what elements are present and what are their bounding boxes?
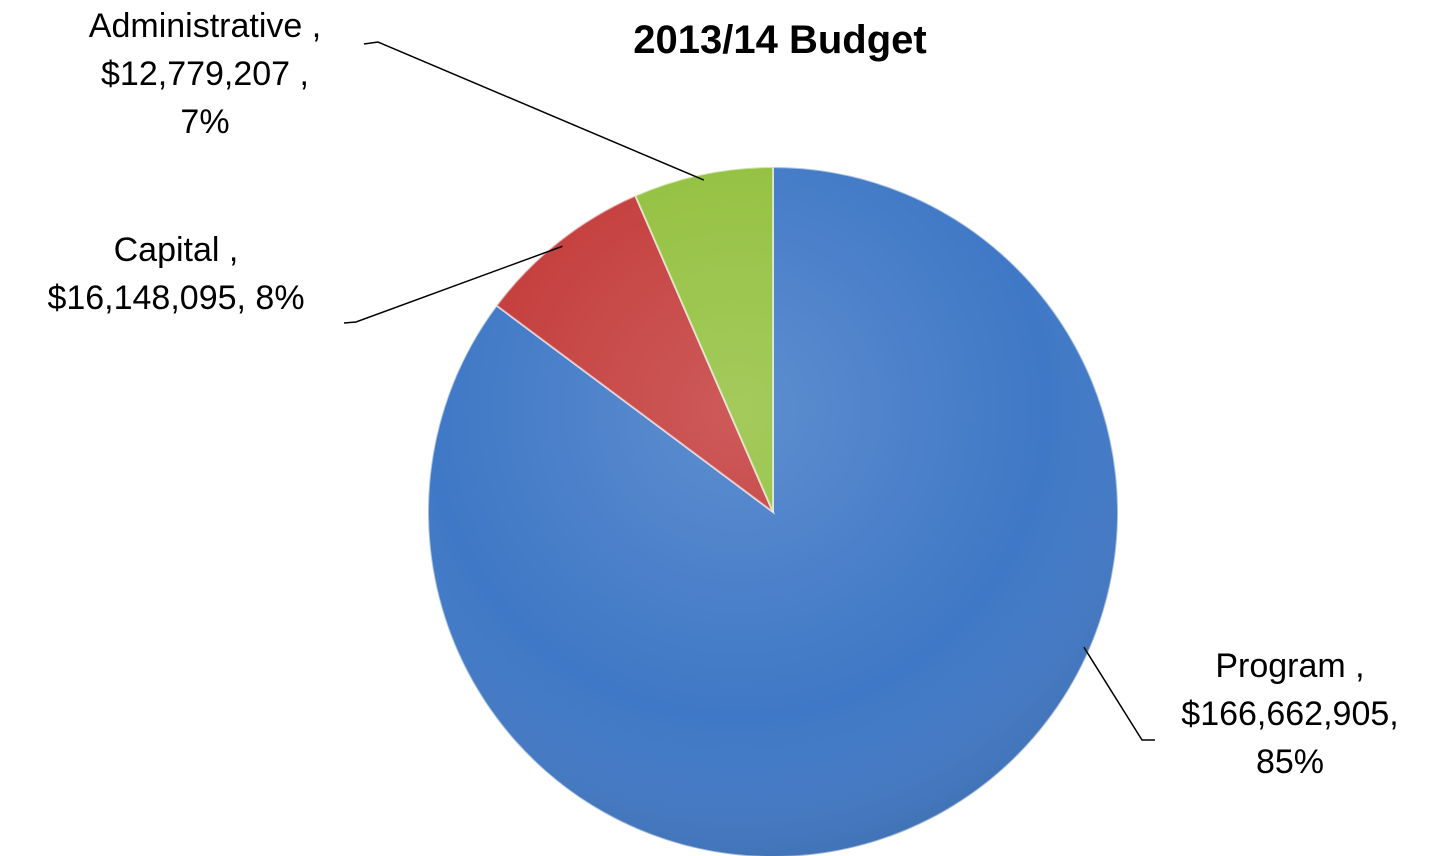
pie-slices [427, 165, 1119, 856]
data-label-program-line-1: Program , [1215, 647, 1365, 685]
data-label-administrative-line-2: $12,779,207 , [101, 55, 309, 93]
data-label-administrative-line-1: Administrative , [88, 7, 322, 45]
data-label-capital-line-1: Capital , [113, 231, 239, 269]
data-label-administrative-line-3: 7% [180, 103, 230, 141]
data-label-program-line-3: 85% [1255, 743, 1325, 781]
data-label-capital-line-2: $16,148,095, 8% [47, 279, 305, 317]
leader-line-administrative [363, 41, 705, 181]
data-label-program-line-2: $166,662,905, [1181, 695, 1399, 733]
data-label-administrative: Administrative , $12,779,207 , 7% [40, 2, 370, 146]
chart-title: 2013/14 Budget [633, 18, 927, 62]
data-label-capital: Capital , $16,148,095, 8% [0, 226, 352, 322]
data-label-program: Program , $166,662,905, 85% [1136, 642, 1444, 786]
